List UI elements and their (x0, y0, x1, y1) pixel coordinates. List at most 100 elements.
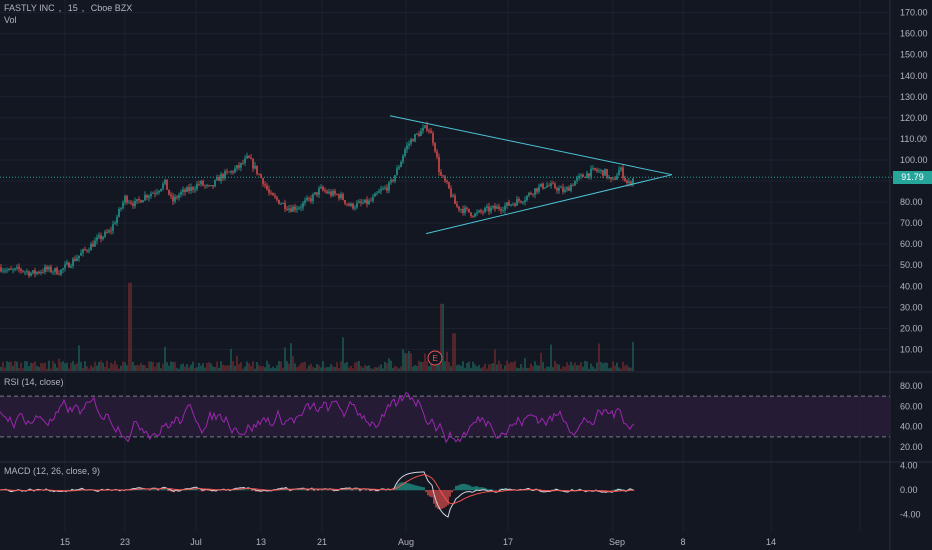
candle-body (484, 207, 486, 212)
volume-bar (388, 358, 390, 371)
volume-bar (150, 361, 152, 371)
price-axis[interactable]: 10.00 20.00 30.00 40.00 50.00 60.00 70.00 80.00… (900, 8, 928, 520)
candle-body (186, 187, 188, 192)
candle-body (124, 195, 126, 203)
macd-histogram-bar (327, 490, 329, 491)
candle-body (80, 252, 82, 256)
candle-body (602, 170, 604, 176)
candle-body (504, 205, 506, 211)
macd-histogram-bar (489, 489, 491, 491)
volume-bar (576, 365, 578, 371)
candle-body (198, 184, 200, 185)
volume-bar (526, 368, 528, 371)
candle-body (130, 202, 132, 204)
volume-bar (178, 368, 180, 371)
candle-body (598, 170, 600, 172)
candle-body (468, 208, 470, 213)
macd-histogram-bar (613, 489, 615, 491)
volume-bar (60, 362, 62, 371)
volume-bar (68, 368, 70, 371)
macd-histogram-bar (401, 482, 403, 491)
candle-body (622, 167, 624, 179)
candle-body (506, 202, 508, 206)
macd-line (0, 471, 635, 518)
volume-bar (450, 366, 452, 371)
candle-body (570, 185, 572, 191)
volume-bar (424, 353, 426, 371)
macd-histogram-bar (605, 490, 607, 492)
candle-body (632, 178, 634, 185)
macd-histogram-bar (493, 490, 495, 491)
candle-body (454, 195, 456, 205)
macd-histogram-bar (441, 490, 443, 509)
candle-body (472, 216, 474, 217)
candle-body (500, 209, 502, 211)
volume-bar (472, 361, 474, 371)
candle-body (428, 130, 430, 132)
candle-body (448, 182, 450, 189)
candle-body (610, 177, 612, 180)
candle-body (520, 200, 522, 203)
candle-body (276, 197, 278, 200)
candle-body (310, 198, 312, 202)
volume-bar (130, 282, 132, 371)
macd-histogram-bar (201, 490, 203, 492)
candle-body (562, 187, 564, 192)
volume-bar (398, 368, 400, 371)
volume-bar (322, 361, 324, 371)
macd-histogram-bar (203, 490, 205, 492)
candle-body (366, 199, 368, 205)
volume-bar (258, 365, 260, 371)
candle-body (202, 180, 204, 186)
candle-body (252, 159, 254, 169)
macd-histogram-bar (485, 488, 487, 491)
macd-histogram-bar (405, 482, 407, 491)
candle-body (336, 193, 338, 195)
candle-body (312, 194, 314, 202)
volume-bar (216, 361, 218, 371)
volume-bar (622, 361, 624, 371)
candle-body (142, 200, 144, 203)
volume-bar (282, 367, 284, 371)
volume-bar (568, 365, 570, 371)
volume-bar (16, 361, 18, 371)
candle-body (296, 208, 298, 210)
time-tick-label: Jul (190, 537, 202, 547)
volume-bar (512, 362, 514, 371)
candle-body (184, 189, 186, 192)
candle-body (300, 207, 302, 209)
price-candles (0, 121, 634, 278)
candle-body (480, 210, 482, 212)
volume-bar (482, 366, 484, 371)
volume-bar (96, 365, 98, 371)
volume-bar (234, 365, 236, 371)
price-tick-label: 50.00 (900, 260, 923, 270)
volume-bar (156, 362, 158, 371)
candle-body (426, 125, 428, 131)
macd-histogram-bar (325, 489, 327, 491)
volume-bar (296, 367, 298, 371)
volume-bar (220, 361, 222, 371)
macd-tick-label: -4.00 (900, 509, 921, 519)
time-tick-label: 8 (680, 537, 685, 547)
candle-body (46, 266, 48, 270)
candle-body (188, 187, 190, 191)
candle-body (444, 176, 446, 182)
volume-bar (446, 351, 448, 371)
candle-body (564, 189, 566, 192)
candle-body (292, 206, 294, 212)
macd-histogram-bar (67, 489, 69, 491)
earnings-marker[interactable]: E (427, 350, 443, 366)
volume-bar (544, 368, 546, 371)
volume-bar (514, 360, 516, 371)
trendlines[interactable] (389, 115, 673, 235)
volume-bar (46, 368, 48, 371)
volume-bar (506, 360, 508, 371)
volume-bar (136, 364, 138, 371)
candle-body (566, 187, 568, 190)
volume-bar (52, 360, 54, 371)
volume-bar (12, 365, 14, 371)
candle-body (450, 188, 452, 197)
time-axis[interactable]: 15 23 Jul 13 21 Aug 17 Sep 8 14 (60, 537, 776, 547)
